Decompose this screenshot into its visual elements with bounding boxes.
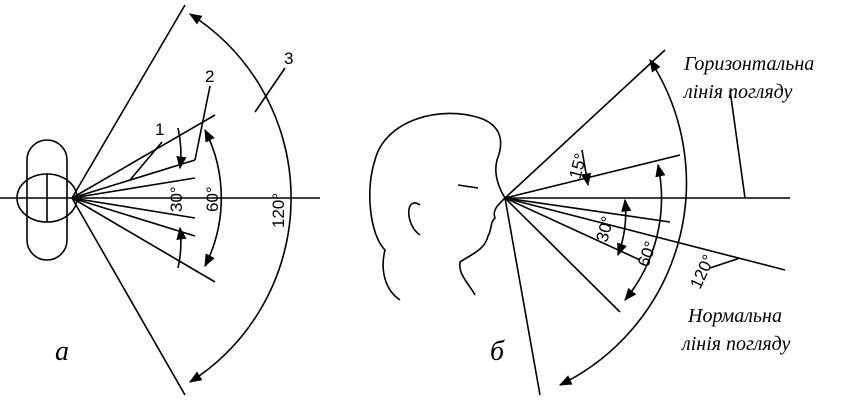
caption: б <box>490 336 505 367</box>
angle: 60° <box>634 239 661 270</box>
angle: 60° <box>203 186 222 212</box>
arc-30 <box>617 198 632 257</box>
caption: а <box>55 336 69 367</box>
right-diagram: 15° 30° 60° 120° Горизонтальна лінія пог… <box>369 49 814 396</box>
label: 2 <box>205 67 214 86</box>
leader <box>129 141 163 181</box>
ray <box>71 197 216 283</box>
head-top-view <box>26 139 68 261</box>
angle: 30° <box>167 186 186 212</box>
arc-60 <box>624 163 666 301</box>
leader <box>729 89 746 199</box>
left-diagram: 1 2 3 30° 60° 120° а <box>0 4 320 396</box>
leader <box>194 85 211 161</box>
arc-120 <box>558 58 688 386</box>
arc-120 <box>188 13 292 383</box>
ray <box>504 197 541 396</box>
ray <box>71 197 196 237</box>
eye <box>457 184 479 189</box>
leader <box>709 257 741 269</box>
label: 1 <box>155 120 164 139</box>
ray <box>71 159 196 199</box>
ray <box>71 177 196 199</box>
angle: 120° <box>269 193 288 228</box>
angle: 30° <box>593 214 618 244</box>
head-profile <box>369 112 507 301</box>
ear <box>408 202 421 236</box>
arc-15 <box>581 149 592 187</box>
label: 3 <box>284 49 293 68</box>
ray <box>71 197 186 396</box>
arc-60 <box>204 128 223 268</box>
arc-30 <box>176 226 187 269</box>
ray <box>71 4 186 199</box>
label: Нормальна <box>687 305 782 327</box>
angle: 120° <box>686 252 718 292</box>
ray <box>504 154 681 199</box>
ray <box>71 197 196 219</box>
label: Горизонтальна <box>683 53 814 75</box>
ray <box>71 114 216 199</box>
arc-30 <box>176 127 187 170</box>
leader <box>254 67 286 113</box>
label: лінія погляду <box>683 81 792 103</box>
label: лінія погляду <box>681 333 790 355</box>
